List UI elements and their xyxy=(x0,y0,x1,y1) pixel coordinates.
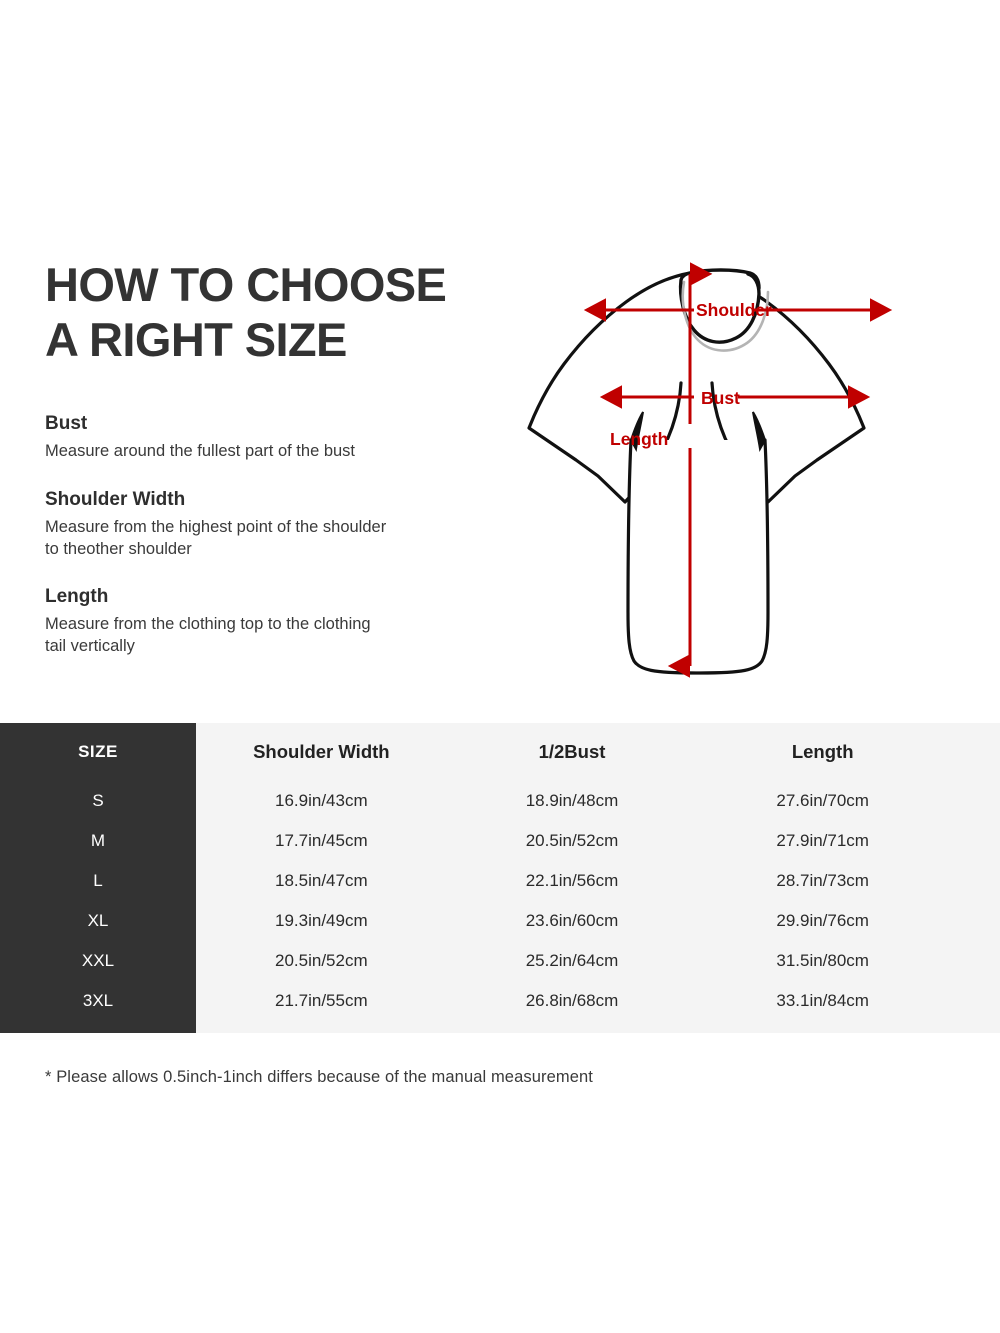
table-row: 20.5in/52cm 25.2in/64cm 31.5in/80cm xyxy=(196,941,1000,981)
measurements-columns: Shoulder Width 1/2Bust Length 16.9in/43c… xyxy=(196,723,1000,1033)
footnote: * Please allows 0.5inch-1inch differs be… xyxy=(45,1068,593,1086)
size-cell-row-4: XXL xyxy=(0,941,196,981)
header-shoulder-width: Shoulder Width xyxy=(253,741,390,762)
table-row: 17.7in/45cm 20.5in/52cm 27.9in/71cm xyxy=(196,821,1000,861)
cell-length: 31.5in/80cm xyxy=(776,951,869,970)
info-panel: HOW TO CHOOSE A RIGHT SIZE Bust Measure … xyxy=(45,258,475,684)
size-value: S xyxy=(92,791,104,810)
size-cell-row-1: M xyxy=(0,821,196,861)
collar-outer xyxy=(678,271,761,344)
size-value: XXL xyxy=(81,951,115,970)
cell-bust: 18.9in/48cm xyxy=(525,791,619,810)
size-cell-row-2: L xyxy=(0,861,196,901)
measure-term-length: Length xyxy=(45,586,109,608)
tshirt-diagram: Shoulder Bust Length xyxy=(498,252,978,692)
header-bust: 1/2Bust xyxy=(538,741,606,762)
cell-bust: 20.5in/52cm xyxy=(525,831,619,850)
measure-desc-length: Measure from the clothing top to the clo… xyxy=(45,615,371,656)
collar-inner xyxy=(681,280,770,352)
size-cell-row-3: XL xyxy=(0,901,196,941)
armpit-notch-left xyxy=(629,411,644,453)
measurement-arrows: Shoulder Bust Length xyxy=(583,262,893,678)
armpit-notch-right xyxy=(752,411,767,453)
cell-length: 29.9in/76cm xyxy=(776,911,869,930)
cell-length: 33.1in/84cm xyxy=(776,991,869,1010)
measure-block-length: Length Measure from the clothing top to … xyxy=(45,586,475,658)
page-title: HOW TO CHOOSE A RIGHT SIZE xyxy=(45,258,447,366)
measure-desc-shoulder-width: Measure from the highest point of the sh… xyxy=(45,517,387,558)
header-size: SIZE xyxy=(78,742,118,761)
cell-shoulder-width: 20.5in/52cm xyxy=(275,951,368,970)
cell-shoulder-width: 19.3in/49cm xyxy=(275,911,368,930)
cell-bust: 23.6in/60cm xyxy=(525,911,619,930)
measure-block-shoulder-width: Shoulder Width Measure from the highest … xyxy=(45,489,475,561)
measure-term-shoulder-width: Shoulder Width xyxy=(45,488,186,510)
measure-block-bust: Bust Measure around the fullest part of … xyxy=(45,413,475,463)
measure-desc-bust: Measure around the fullest part of the b… xyxy=(45,441,356,460)
header-length: Length xyxy=(791,741,854,762)
tshirt-outline xyxy=(527,268,866,675)
cell-length: 27.6in/70cm xyxy=(776,791,869,810)
cell-bust: 26.8in/68cm xyxy=(525,991,619,1010)
size-value: 3XL xyxy=(82,991,114,1010)
cell-bust: 25.2in/64cm xyxy=(525,951,619,970)
length-label: Length xyxy=(610,429,668,449)
size-value: XL xyxy=(87,911,109,930)
cell-shoulder-width: 21.7in/55cm xyxy=(275,991,368,1010)
cell-shoulder-width: 16.9in/43cm xyxy=(275,791,368,810)
size-column: SIZE S M L XL XXL 3XL xyxy=(0,723,196,1033)
table-row: 21.7in/55cm 26.8in/68cm 33.1in/84cm xyxy=(196,981,1000,1021)
cell-shoulder-width: 17.7in/45cm xyxy=(275,831,368,850)
cell-bust: 22.1in/56cm xyxy=(525,871,619,890)
size-cell-row-5: 3XL xyxy=(0,981,196,1021)
table-header-row: Shoulder Width 1/2Bust Length xyxy=(196,723,1000,781)
table-row: 16.9in/43cm 18.9in/48cm 27.6in/70cm xyxy=(196,781,1000,821)
cell-shoulder-width: 18.5in/47cm xyxy=(275,871,368,890)
size-table: SIZE S M L XL XXL 3XL Shoulder xyxy=(0,723,1000,1033)
table-row: 18.5in/47cm 22.1in/56cm 28.7in/73cm xyxy=(196,861,1000,901)
size-value: L xyxy=(93,871,103,890)
size-column-header: SIZE xyxy=(0,723,196,781)
cell-length: 28.7in/73cm xyxy=(776,871,869,890)
measure-term-bust: Bust xyxy=(45,413,88,435)
bust-label: Bust xyxy=(701,388,740,408)
cell-length: 27.9in/71cm xyxy=(776,831,869,850)
size-value: M xyxy=(90,831,106,850)
table-row: 19.3in/49cm 23.6in/60cm 29.9in/76cm xyxy=(196,901,1000,941)
shoulder-label: Shoulder xyxy=(696,300,772,320)
size-cell-row-0: S xyxy=(0,781,196,821)
